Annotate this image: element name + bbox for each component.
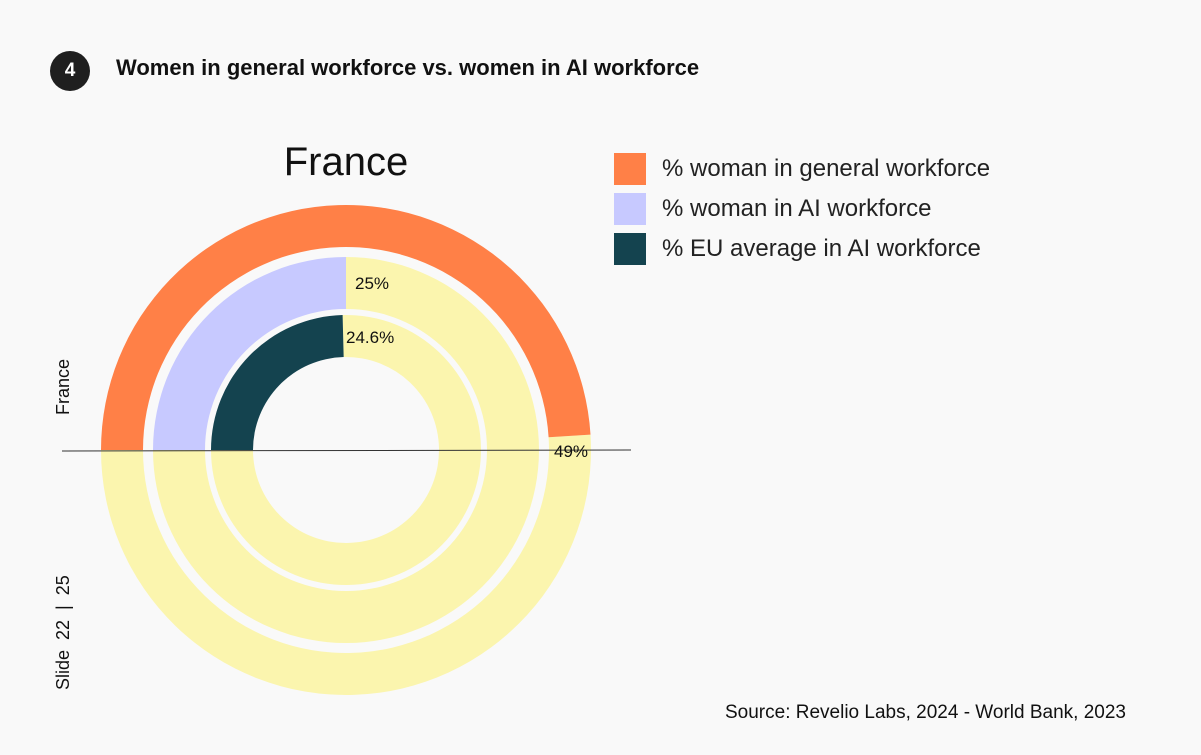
legend-item: % woman in general workforce	[614, 149, 990, 189]
legend-swatch	[614, 193, 646, 225]
chart-title: France	[283, 140, 409, 184]
source-note: Source: Revelio Labs, 2024 - World Bank,…	[725, 702, 1126, 723]
legend-label: % woman in AI workforce	[662, 195, 932, 222]
legend: % woman in general workforce % woman in …	[614, 149, 990, 269]
data-label-general: 49%	[554, 442, 589, 461]
page-title: Women in general workforce vs. women in …	[116, 55, 700, 80]
data-label-eu: 24.6%	[346, 328, 395, 347]
legend-label: % woman in general workforce	[662, 155, 991, 182]
legend-item: % woman in AI workforce	[614, 189, 990, 229]
ring-value-segment	[211, 315, 344, 450]
data-label-ai: 25%	[355, 274, 390, 293]
section-number-badge: 4	[50, 51, 90, 91]
baseline	[61, 449, 632, 452]
legend-label: % EU average in AI workforce	[662, 235, 981, 262]
legend-item: % EU average in AI workforce	[614, 229, 990, 269]
legend-swatch	[614, 233, 646, 265]
ring-value-segment	[153, 257, 346, 450]
slide-counter: Slide 22 | 25	[53, 575, 73, 690]
legend-swatch	[614, 153, 646, 185]
ring-value-segment	[101, 205, 591, 450]
ring-remainder-segment	[101, 434, 592, 696]
side-label: France	[53, 358, 73, 415]
ring-remainder-segment	[211, 315, 481, 585]
